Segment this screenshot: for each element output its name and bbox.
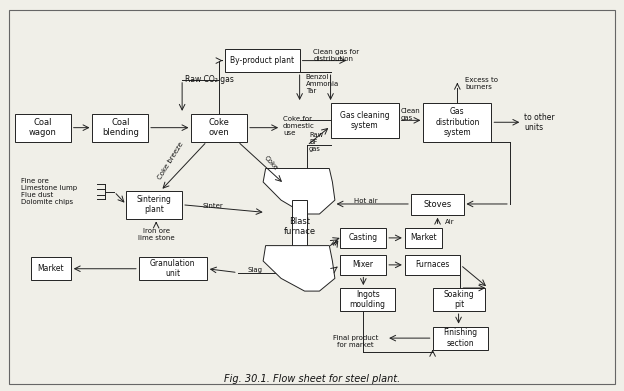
Text: Gas cleaning
system: Gas cleaning system [339,111,389,130]
Text: Coke for
domestic
use: Coke for domestic use [283,116,315,136]
Text: Market: Market [410,233,437,242]
FancyBboxPatch shape [225,49,300,72]
Text: Fig. 30.1. Flow sheet for steel plant.: Fig. 30.1. Flow sheet for steel plant. [224,373,400,384]
Text: Sinter: Sinter [203,203,223,209]
Text: Excess to
burners: Excess to burners [466,77,499,90]
Text: Hot air: Hot air [354,198,378,204]
Text: Mixer: Mixer [353,260,374,269]
Text: Sintering
plant: Sintering plant [137,195,172,214]
FancyBboxPatch shape [92,114,148,142]
Text: By-product plant: By-product plant [230,56,295,65]
Polygon shape [263,169,335,214]
Text: Iron ore
lime stone: Iron ore lime stone [138,228,175,240]
FancyBboxPatch shape [127,191,182,219]
FancyBboxPatch shape [340,228,386,248]
FancyBboxPatch shape [405,255,461,274]
FancyBboxPatch shape [31,257,71,280]
Text: Clean
gas: Clean gas [401,108,421,121]
Text: Raw
BF
gas: Raw BF gas [309,132,323,152]
FancyBboxPatch shape [192,114,247,142]
Text: Coke: Coke [263,154,278,171]
Text: Final product
for market: Final product for market [333,335,378,348]
Text: Slag: Slag [247,267,262,273]
Text: to other
units: to other units [524,113,555,132]
Text: Soaking
pit: Soaking pit [444,290,474,309]
Text: Coke
oven: Coke oven [209,118,230,137]
Text: Blast
furnace: Blast furnace [283,217,316,236]
Text: Coke breeze: Coke breeze [157,141,185,181]
FancyBboxPatch shape [432,288,485,311]
Text: Granulation
unit: Granulation unit [150,259,195,278]
Text: Stoves: Stoves [423,200,451,209]
Text: Coal
wagon: Coal wagon [29,118,57,137]
Text: Casting: Casting [348,233,378,242]
FancyBboxPatch shape [139,257,207,280]
FancyBboxPatch shape [15,114,71,142]
Polygon shape [292,200,307,246]
Text: Air: Air [445,219,455,226]
Text: Ingots
moulding: Ingots moulding [349,290,386,309]
Text: Coal
blending: Coal blending [102,118,139,137]
FancyBboxPatch shape [432,326,488,350]
FancyBboxPatch shape [331,103,399,138]
FancyBboxPatch shape [340,288,396,311]
Text: Furnaces: Furnaces [416,260,450,269]
FancyBboxPatch shape [423,103,491,142]
Polygon shape [263,246,335,291]
Text: Market: Market [37,264,64,273]
FancyBboxPatch shape [340,255,386,274]
Text: Gas
distribution
system: Gas distribution system [435,108,479,137]
FancyBboxPatch shape [405,228,442,248]
Text: Fine ore
Limestone lump
Flue dust
Dolomite chips: Fine ore Limestone lump Flue dust Dolomi… [21,178,77,205]
Text: Clean gas for
distribution: Clean gas for distribution [313,50,359,63]
Text: Benzol
Ammonia
Tar: Benzol Ammonia Tar [306,74,339,94]
FancyBboxPatch shape [411,194,464,215]
Text: Finishing
section: Finishing section [444,328,477,348]
Text: Raw CO₂ gas: Raw CO₂ gas [185,75,234,84]
